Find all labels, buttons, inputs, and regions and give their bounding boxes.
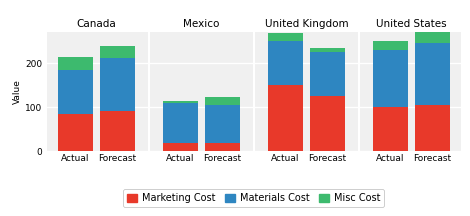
Bar [310, 48, 345, 52]
Bar [205, 97, 240, 105]
Text: United States: United States [376, 19, 446, 29]
Bar [205, 143, 240, 151]
Bar [373, 41, 407, 50]
Bar [373, 50, 407, 107]
Y-axis label: Value: Value [13, 79, 22, 104]
Bar [100, 58, 135, 111]
Bar [57, 57, 93, 70]
Text: Mexico: Mexico [183, 19, 219, 29]
Text: United Kingdom: United Kingdom [265, 19, 348, 29]
Bar [100, 111, 135, 151]
Bar [163, 143, 197, 151]
Bar [310, 96, 345, 151]
Bar [57, 114, 93, 151]
Bar [267, 33, 303, 41]
Bar [310, 52, 345, 96]
Bar [415, 32, 450, 43]
Bar [267, 41, 303, 85]
Bar [57, 70, 93, 114]
Bar [163, 103, 197, 143]
Bar [205, 105, 240, 143]
Bar [163, 101, 197, 103]
Bar [100, 46, 135, 58]
Bar [373, 107, 407, 151]
Legend: Marketing Cost, Materials Cost, Misc Cost: Marketing Cost, Materials Cost, Misc Cos… [124, 189, 384, 207]
Bar [415, 105, 450, 151]
Bar [267, 85, 303, 151]
Bar [415, 43, 450, 105]
Text: Canada: Canada [77, 19, 116, 29]
